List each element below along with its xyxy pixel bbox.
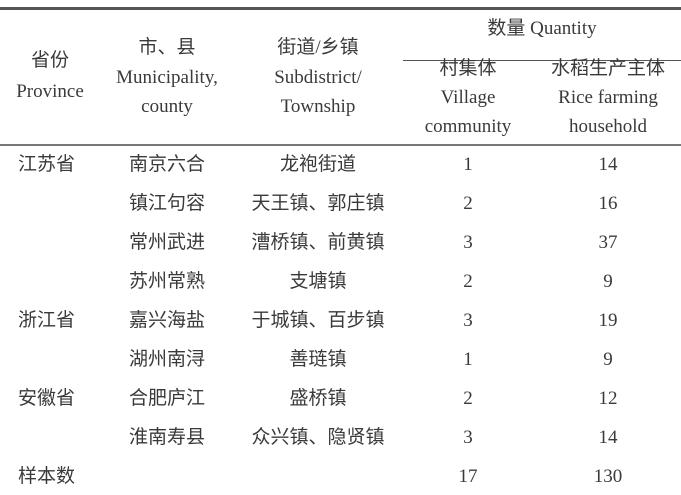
cell-township: 于城镇、百步镇 (251, 310, 385, 331)
cell-rice: 9 (603, 271, 613, 292)
cell-city: 苏州常熟 (128, 271, 206, 292)
cell-village: 2 (463, 388, 473, 409)
cell-city: 湖州南浔 (128, 349, 206, 370)
cell-province: 江苏省 (18, 154, 76, 175)
cell-rice: 16 (598, 193, 618, 214)
cell-rice: 19 (598, 310, 618, 331)
cell-village: 2 (463, 271, 473, 292)
cell-township: 众兴镇、隐贤镇 (251, 427, 385, 448)
cell-rice: 14 (598, 154, 618, 175)
cell-township: 天王镇、郭庄镇 (251, 193, 385, 214)
cell-township: 善琏镇 (289, 349, 347, 370)
header-township-zh: 街道/乡镇 (277, 37, 359, 58)
cell-township: 盛桥镇 (289, 388, 347, 409)
cell-rice: 37 (598, 232, 618, 253)
cell-township: 漕桥镇、前黄镇 (251, 232, 385, 253)
header-quantity: 数量 Quantity (487, 18, 597, 39)
cell-village: 1 (463, 154, 473, 175)
header-rice-zh: 水稻生产主体 (550, 58, 666, 79)
cell-city: 淮南寿县 (128, 427, 206, 448)
cell-rice: 14 (598, 427, 618, 448)
cell-city: 嘉兴海盐 (128, 310, 206, 331)
header-municipality-zh: 市、县 (138, 37, 196, 58)
total-rice: 130 (593, 466, 623, 487)
header-province-en: Province (16, 81, 84, 102)
cell-city: 常州武进 (128, 232, 206, 253)
cell-village: 3 (463, 427, 473, 448)
cell-province: 浙江省 (18, 310, 76, 331)
header-rice-en1: Rice farming (558, 87, 658, 108)
total-village: 17 (458, 466, 478, 487)
cell-province: 安徽省 (18, 388, 76, 409)
total-label: 样本数 (18, 466, 76, 487)
cell-village: 3 (463, 310, 473, 331)
cell-city: 合肥庐江 (128, 388, 206, 409)
cell-city: 镇江句容 (128, 193, 206, 214)
header-rule (0, 144, 681, 146)
cell-township: 龙袍街道 (279, 154, 357, 175)
header-township-en1: Subdistrict/ (274, 67, 362, 88)
quantity-rule (403, 60, 681, 61)
cell-village: 3 (463, 232, 473, 253)
header-municipality-en1: Municipality, (116, 67, 218, 88)
cell-city: 南京六合 (128, 154, 206, 175)
cell-village: 2 (463, 193, 473, 214)
top-rule (0, 7, 681, 10)
cell-township: 支塘镇 (289, 271, 347, 292)
cell-village: 1 (463, 349, 473, 370)
header-rice-en2: household (568, 116, 648, 137)
cell-rice: 9 (603, 349, 613, 370)
header-village-zh: 村集体 (439, 58, 497, 79)
header-province-zh: 省份 (30, 50, 70, 71)
header-municipality-en2: county (141, 96, 193, 117)
header-village-en2: community (424, 116, 512, 137)
cell-rice: 12 (598, 388, 618, 409)
header-village-en1: Village (440, 87, 496, 108)
header-township-en2: Township (280, 96, 356, 117)
